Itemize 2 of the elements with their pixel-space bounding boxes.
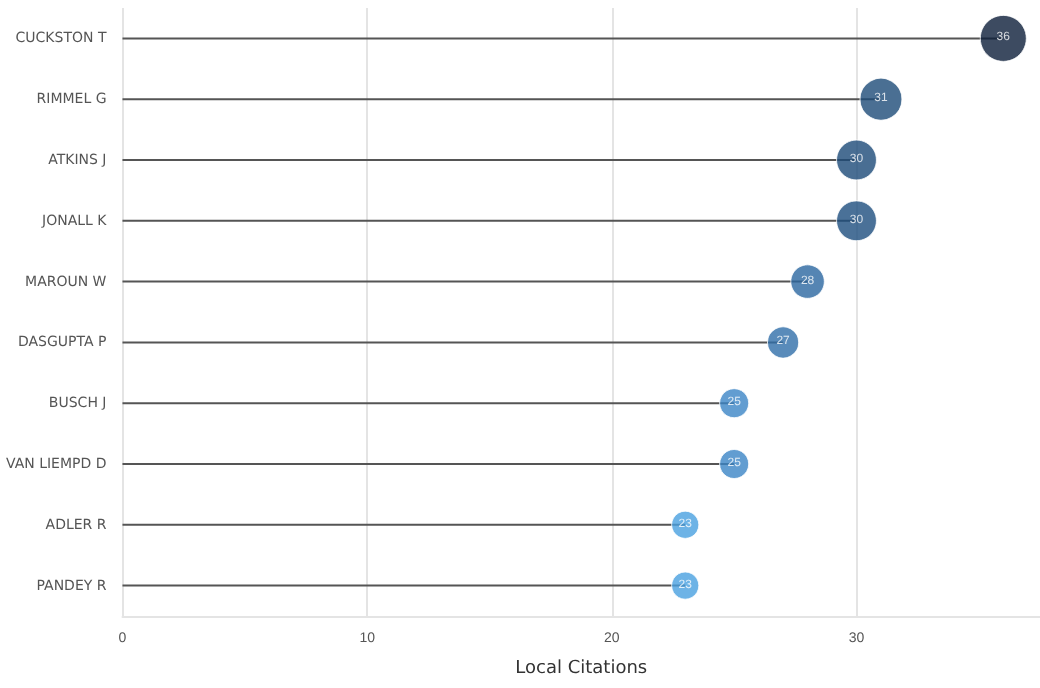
x-axis-title: Local Citations <box>515 659 648 679</box>
point <box>767 326 800 359</box>
